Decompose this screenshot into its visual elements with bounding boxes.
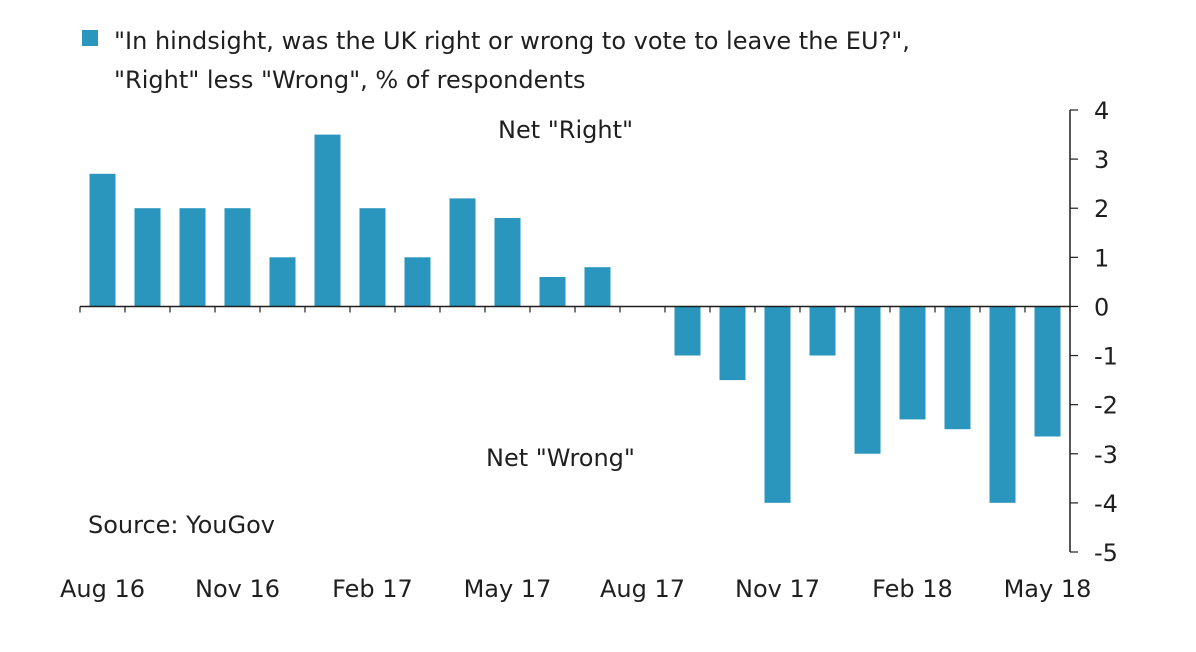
- bar: [89, 173, 116, 307]
- bar: [224, 208, 251, 307]
- legend-line-1: "In hindsight, was the UK right or wrong…: [114, 27, 910, 55]
- y-tick-label: 3: [1094, 146, 1109, 174]
- y-tick-label: -5: [1094, 539, 1118, 567]
- annotation-net-right: Net "Right": [498, 116, 633, 144]
- y-tick-label: 0: [1094, 293, 1109, 321]
- bar: [944, 306, 971, 430]
- y-tick-label: -2: [1094, 392, 1118, 420]
- y-tick-label: -3: [1094, 441, 1118, 469]
- bar: [899, 306, 926, 420]
- x-tick-label: May 18: [1004, 575, 1092, 603]
- bar: [1034, 306, 1061, 437]
- axes-group: [79, 110, 1071, 552]
- y-ticks-group: 4 3 2 1 0 -1 -2 -3 -4 -5: [1070, 97, 1118, 567]
- x-tick-label: May 17: [464, 575, 552, 603]
- x-tick-label: Nov 16: [195, 575, 280, 603]
- bar: [719, 306, 746, 381]
- bar: [764, 306, 791, 503]
- x-tick-label: Feb 18: [872, 575, 953, 603]
- bar: [359, 208, 386, 307]
- y-tick-label: -1: [1094, 343, 1118, 371]
- bar: [674, 306, 701, 356]
- bar: [404, 257, 431, 307]
- legend-swatch: [82, 30, 98, 46]
- x-tick-label: Nov 17: [735, 575, 820, 603]
- bar: [584, 267, 611, 307]
- annotation-net-wrong: Net "Wrong": [486, 444, 635, 472]
- x-tick-label: Aug 16: [60, 575, 145, 603]
- x-labels-group: Aug 16 Nov 16 Feb 17 May 17 Aug 17 Nov 17 Feb …: [60, 575, 1091, 603]
- legend-line-2: "Right" less "Wrong", % of respondents: [114, 66, 586, 94]
- bar: [854, 306, 881, 454]
- bar: [989, 306, 1016, 503]
- bar: [179, 208, 206, 307]
- y-tick-label: 1: [1094, 244, 1109, 272]
- bar: [449, 198, 476, 307]
- y-tick-label: -4: [1094, 490, 1118, 518]
- bar: [494, 218, 521, 307]
- bar: [314, 134, 341, 307]
- x-tick-label: Aug 17: [600, 575, 685, 603]
- y-tick-label: 4: [1094, 97, 1109, 125]
- bars-group: [89, 134, 1061, 503]
- y-tick-label: 2: [1094, 195, 1109, 223]
- source-note: Source: YouGov: [88, 511, 275, 539]
- x-tick-label: Feb 17: [332, 575, 413, 603]
- bar: [134, 208, 161, 307]
- bar: [539, 277, 566, 307]
- bar: [809, 306, 836, 356]
- bar: [269, 257, 296, 307]
